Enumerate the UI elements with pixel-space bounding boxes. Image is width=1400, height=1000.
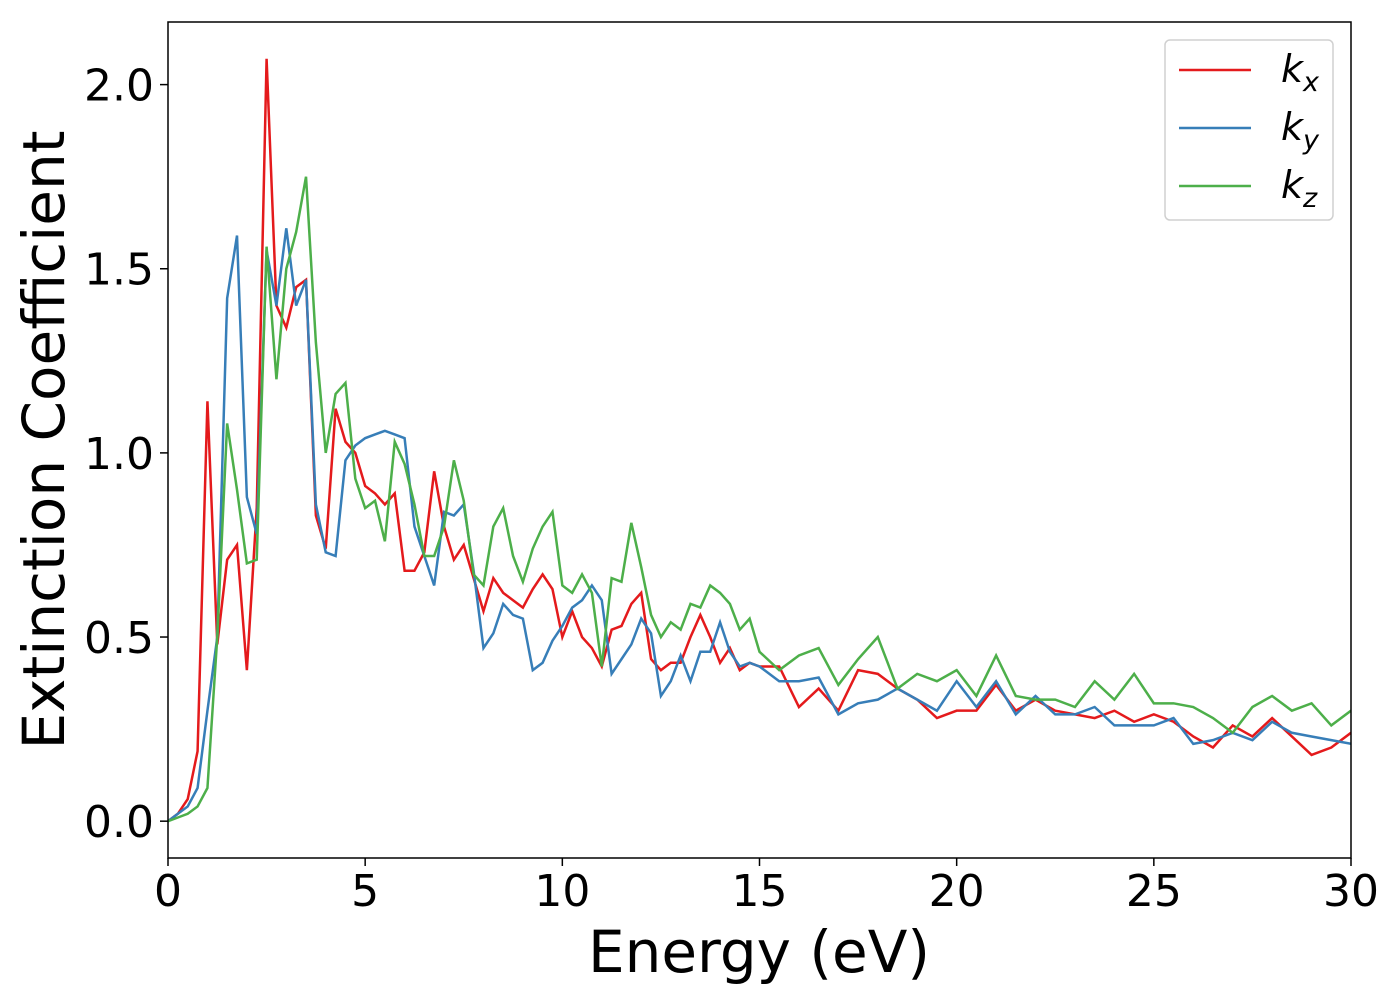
x-tick-label: 0 bbox=[154, 866, 182, 917]
x-axis-label: Energy (eV) bbox=[588, 918, 930, 986]
y-tick-label: 1.5 bbox=[84, 245, 154, 296]
legend-label: kz bbox=[1281, 163, 1318, 214]
x-tick-label: 25 bbox=[1126, 866, 1182, 917]
legend-label: ky bbox=[1281, 105, 1320, 156]
x-tick-label: 30 bbox=[1323, 866, 1379, 917]
x-tick-label: 5 bbox=[351, 866, 379, 917]
data-line bbox=[168, 176, 1351, 823]
plot-frame bbox=[167, 21, 1352, 859]
legend-label: kx bbox=[1281, 47, 1320, 98]
x-tick-label: 10 bbox=[534, 866, 590, 917]
y-tick-label: 0.0 bbox=[84, 797, 154, 848]
data-line bbox=[168, 58, 1351, 823]
legend-box bbox=[1164, 39, 1334, 221]
y-tick-label: 2.0 bbox=[84, 61, 154, 112]
x-tick-label: 15 bbox=[732, 866, 788, 917]
y-tick-label: 0.5 bbox=[84, 613, 154, 664]
data-line bbox=[168, 228, 1351, 823]
y-axis-label: Extinction Coefficient bbox=[10, 131, 78, 750]
y-tick-label: 1.0 bbox=[84, 429, 154, 480]
x-tick-label: 20 bbox=[929, 866, 985, 917]
